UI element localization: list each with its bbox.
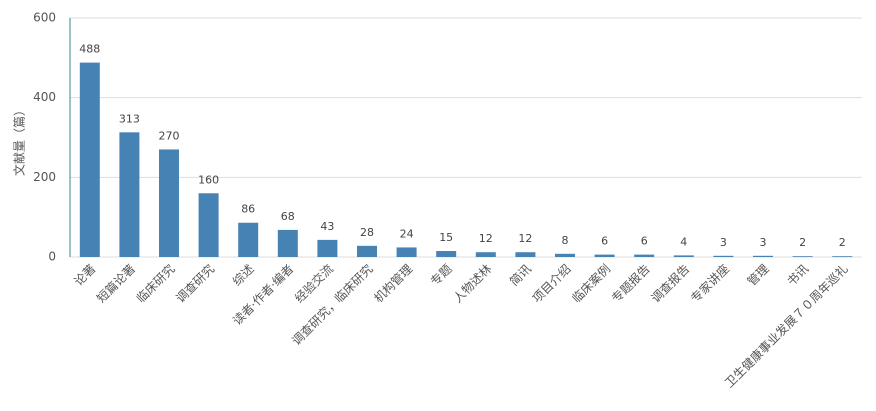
value-label: 68 — [281, 210, 295, 223]
value-label: 488 — [79, 43, 100, 56]
bar — [555, 253, 575, 257]
value-label: 12 — [479, 232, 493, 245]
x-tick-label: 项目介绍 — [530, 262, 574, 306]
bar — [634, 254, 655, 257]
value-label: 6 — [601, 235, 608, 248]
bar — [79, 62, 100, 257]
bar — [198, 193, 219, 257]
value-label: 15 — [439, 231, 453, 244]
bar — [277, 229, 298, 257]
x-tick-label: 专家讲座 — [687, 261, 732, 306]
y-tick-label: 0 — [48, 250, 56, 264]
value-label: 2 — [799, 236, 806, 249]
value-label: 160 — [198, 173, 219, 186]
value-label: 8 — [562, 234, 569, 247]
value-label: 6 — [641, 235, 648, 248]
y-tick-label: 200 — [33, 170, 56, 184]
value-label: 28 — [360, 226, 374, 239]
x-tick-label: 简讯 — [507, 262, 534, 289]
bar — [317, 239, 338, 257]
x-tick-label: 机构管理 — [371, 261, 416, 306]
bar — [357, 245, 377, 257]
bar — [515, 252, 536, 257]
value-label: 313 — [119, 112, 140, 125]
value-label: 2 — [839, 236, 846, 249]
bar — [475, 252, 496, 257]
bar — [396, 247, 417, 257]
bar — [436, 251, 457, 257]
value-label: 24 — [400, 227, 414, 240]
y-axis-title: 文献量（篇） — [12, 104, 27, 176]
x-tick-label: 管理 — [744, 261, 772, 289]
y-tick-label: 600 — [33, 11, 56, 25]
bar — [159, 149, 179, 257]
x-tick-label: 调查研究 — [173, 261, 218, 306]
bar — [713, 255, 734, 257]
x-tick-label: 专题报告 — [608, 261, 653, 306]
value-label: 270 — [159, 129, 180, 142]
x-tick-label: 综述 — [230, 262, 257, 289]
x-tick-label: 临床研究 — [133, 261, 178, 306]
value-label: 3 — [720, 236, 727, 249]
bar — [673, 255, 694, 257]
bar — [792, 256, 813, 257]
x-tick-label: 短篇论著 — [93, 261, 138, 306]
bar — [119, 132, 140, 257]
value-label: 86 — [241, 203, 255, 216]
bar — [832, 256, 853, 257]
x-tick-label: 临床案例 — [569, 261, 614, 306]
value-label: 12 — [518, 232, 532, 245]
x-tick-label: 调查报告 — [648, 261, 693, 306]
value-label: 4 — [680, 235, 687, 248]
x-tick-label: 论著 — [72, 262, 99, 289]
x-tick-label: 专题 — [427, 261, 455, 289]
bar — [753, 255, 773, 257]
value-label: 43 — [320, 220, 334, 233]
bar — [594, 254, 615, 257]
bar — [238, 222, 259, 257]
x-tick-label: 书讯 — [784, 262, 811, 289]
x-tick-label: 人物述林 — [451, 262, 495, 306]
y-tick-label: 400 — [33, 90, 56, 104]
value-label: 3 — [760, 236, 767, 249]
